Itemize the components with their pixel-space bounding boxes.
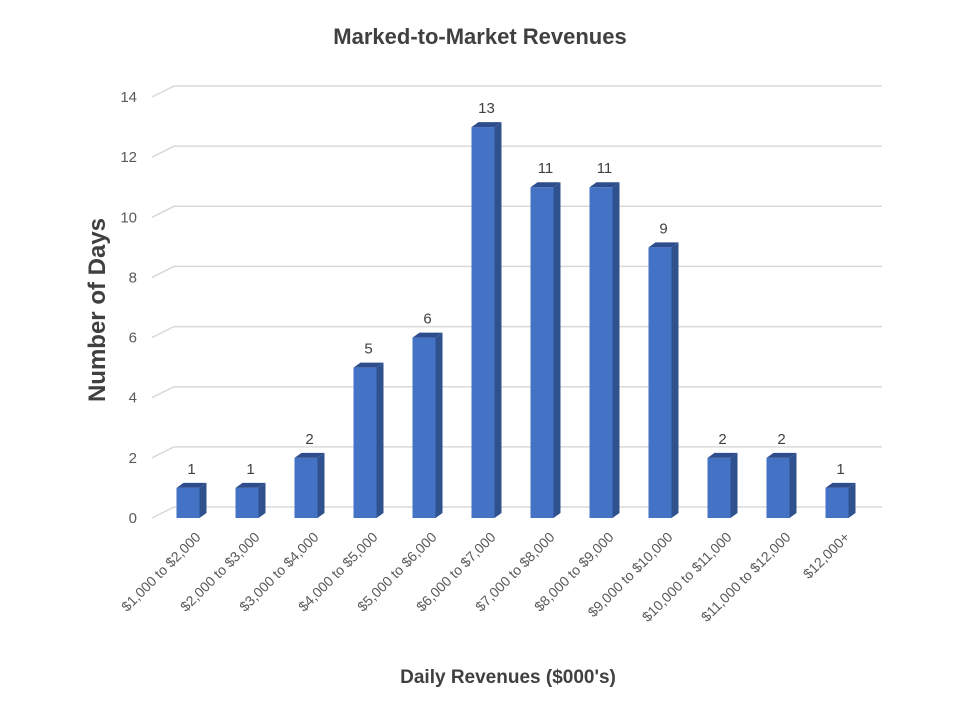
bar-front <box>707 457 731 518</box>
bar-top <box>353 362 384 368</box>
bar <box>589 182 620 518</box>
y-tick-label: 12 <box>120 149 137 166</box>
gridline <box>151 145 882 158</box>
y-axis-ticks: 0 2 4 6 8 10 12 14 <box>120 89 137 527</box>
bar-top <box>766 452 797 458</box>
bar-side <box>376 362 384 518</box>
bar-front <box>648 247 672 518</box>
gridline <box>151 446 882 459</box>
bar-top <box>412 332 443 338</box>
data-label: 2 <box>777 431 785 448</box>
data-label: 13 <box>478 100 495 117</box>
bar-side <box>317 452 325 518</box>
bar-side <box>553 182 561 518</box>
bar-front <box>530 187 554 518</box>
y-axis-title: Number of Days <box>84 218 111 402</box>
bar <box>294 452 325 518</box>
gridline <box>151 385 882 399</box>
gridline <box>151 205 882 218</box>
y-tick-label: 0 <box>129 510 137 527</box>
y-tick-label: 14 <box>120 89 137 106</box>
bar-side <box>199 482 207 518</box>
bar-front <box>589 187 613 518</box>
bar-top <box>176 482 207 488</box>
gridline <box>151 85 882 98</box>
bar-front <box>471 127 495 519</box>
bar <box>471 122 502 519</box>
bar-front <box>766 457 790 518</box>
bar-top <box>471 122 502 128</box>
y-tick-label: 10 <box>120 209 137 226</box>
y-tick-label: 6 <box>129 330 137 347</box>
x-axis-ticks: $1,000 to $2,000$2,000 to $3,000$3,000 t… <box>118 529 853 625</box>
chart-title: Marked-to-Market Revenues <box>333 24 626 49</box>
gridline <box>151 506 882 519</box>
x-tick-label: $12,000+ <box>800 529 853 582</box>
y-tick-label: 8 <box>129 269 137 286</box>
bar <box>353 362 384 518</box>
bar-top <box>648 242 679 248</box>
bar-front <box>353 367 377 518</box>
y-tick-label: 2 <box>129 450 137 467</box>
bar-side <box>494 122 502 519</box>
data-label: 11 <box>538 160 554 177</box>
bar-front <box>294 457 318 518</box>
bar-side <box>258 482 266 518</box>
bar-top <box>530 182 561 188</box>
data-label: 1 <box>836 461 844 478</box>
bar-front <box>825 487 849 518</box>
bar <box>235 482 266 518</box>
x-axis-title: Daily Revenues ($000's) <box>400 667 616 688</box>
bar <box>176 482 207 518</box>
bar <box>766 452 797 518</box>
bar-front <box>412 337 436 518</box>
bar-top <box>707 452 738 458</box>
data-label: 1 <box>246 461 254 478</box>
bar-side <box>612 182 620 518</box>
bar-top <box>589 182 620 188</box>
bar <box>825 482 856 518</box>
bar <box>707 452 738 518</box>
bar-side <box>671 242 679 518</box>
gridlines <box>151 85 882 519</box>
data-label: 1 <box>187 461 195 478</box>
data-label: 5 <box>364 341 372 358</box>
gridline <box>151 325 882 339</box>
bars <box>176 122 856 519</box>
bar <box>648 242 679 518</box>
data-label: 2 <box>305 431 313 448</box>
bar <box>530 182 561 518</box>
data-label: 11 <box>597 160 613 177</box>
bar-side <box>730 452 738 518</box>
bar-top <box>235 482 266 488</box>
bar-front <box>176 487 200 518</box>
bar-side <box>789 452 797 518</box>
bar-side <box>848 482 856 518</box>
gridline <box>151 265 882 279</box>
data-label: 9 <box>659 220 667 237</box>
data-label: 2 <box>718 431 726 448</box>
bar-front <box>235 487 259 518</box>
data-label: 6 <box>423 311 431 328</box>
bar-side <box>435 332 443 518</box>
bar-top <box>294 452 325 458</box>
bar-top <box>825 482 856 488</box>
bar <box>412 332 443 518</box>
y-tick-label: 4 <box>129 390 137 407</box>
